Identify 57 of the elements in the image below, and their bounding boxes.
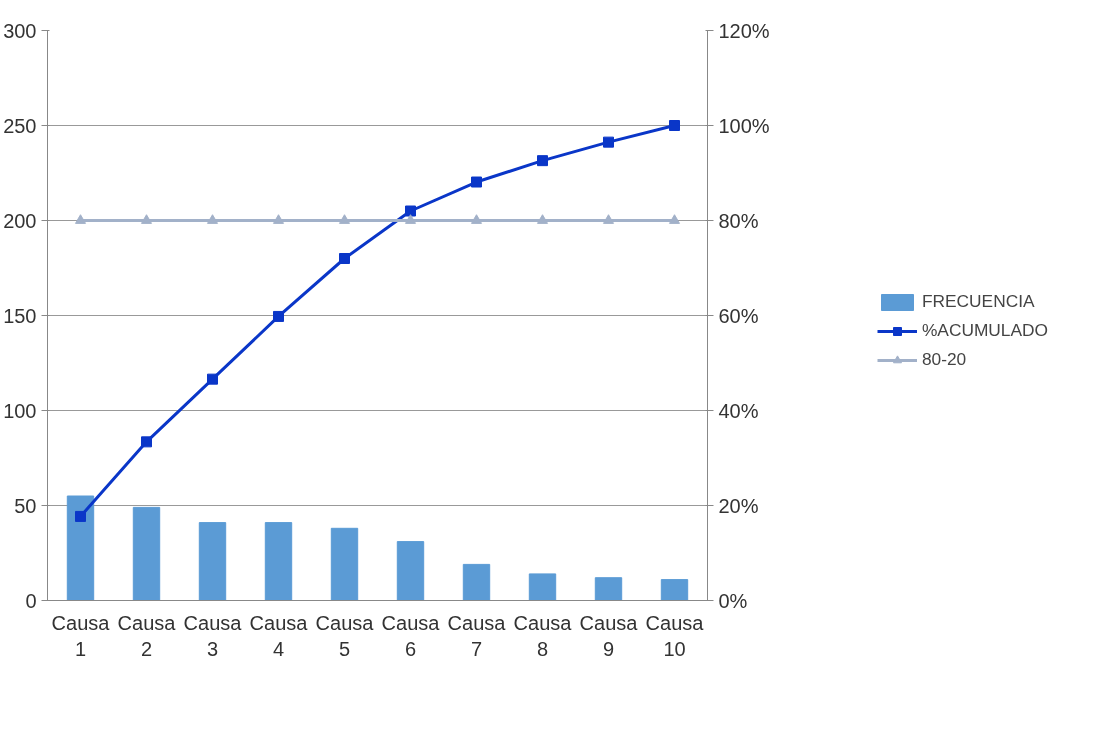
point [273,310,284,322]
point [339,214,350,224]
y-tick-label: 0 [25,589,37,612]
point [471,214,482,224]
y2-tick-label: 0% [718,589,748,612]
point [75,214,86,224]
point [603,214,614,224]
y-tick-label: 200 [3,209,37,232]
y2-tick-label: 100% [718,114,770,137]
x-tick-label: Causa 4 [249,611,309,660]
x-tick-label: Causa 2 [117,611,177,660]
point [141,214,152,224]
y2-tick-label: 20% [718,494,759,517]
legend-label: FRECUENCIA [921,291,1035,312]
point [603,136,614,148]
bar [594,577,623,601]
y2-tick-label: 80% [718,209,759,232]
point [405,214,416,224]
bar [660,579,689,601]
y-tick-label: 150 [3,304,37,327]
point [339,253,350,264]
y-tick-label: 300 [3,19,37,42]
x-tick-label: Causa 10 [645,611,705,660]
x-tick-label: Causa 3 [183,611,243,660]
point [273,214,284,224]
bar [198,522,227,601]
y2-tick-label: 40% [718,399,759,422]
x-tick-label: Causa 7 [447,611,507,660]
point [669,120,680,131]
bar [66,495,95,601]
x-tick-label: Causa 8 [513,611,573,660]
point [141,436,152,448]
bar [264,522,293,601]
x-tick-label: Causa 1 [51,611,111,660]
point [669,214,680,224]
y2-tick-label: 60% [718,304,759,327]
x-tick-label: Causa 6 [381,611,441,660]
point [471,176,482,188]
legend-label: 80-20 [921,349,967,370]
bar [462,563,491,601]
point [75,510,86,522]
y2-tick-label: 120% [718,19,770,42]
y-tick-label: 100 [3,399,37,422]
point [405,205,416,217]
bar [396,541,425,601]
bar [330,527,359,601]
bar [132,506,161,601]
x-tick-label: Causa 9 [579,611,639,660]
y-tick-label: 50 [14,494,37,517]
point [537,155,548,167]
x-tick-label: Causa 5 [315,611,375,660]
bar [528,573,557,601]
point [207,214,218,224]
point [207,373,218,385]
legend-label: %ACUMULADO [921,320,1049,341]
y-tick-label: 250 [3,114,37,137]
point [537,214,548,224]
